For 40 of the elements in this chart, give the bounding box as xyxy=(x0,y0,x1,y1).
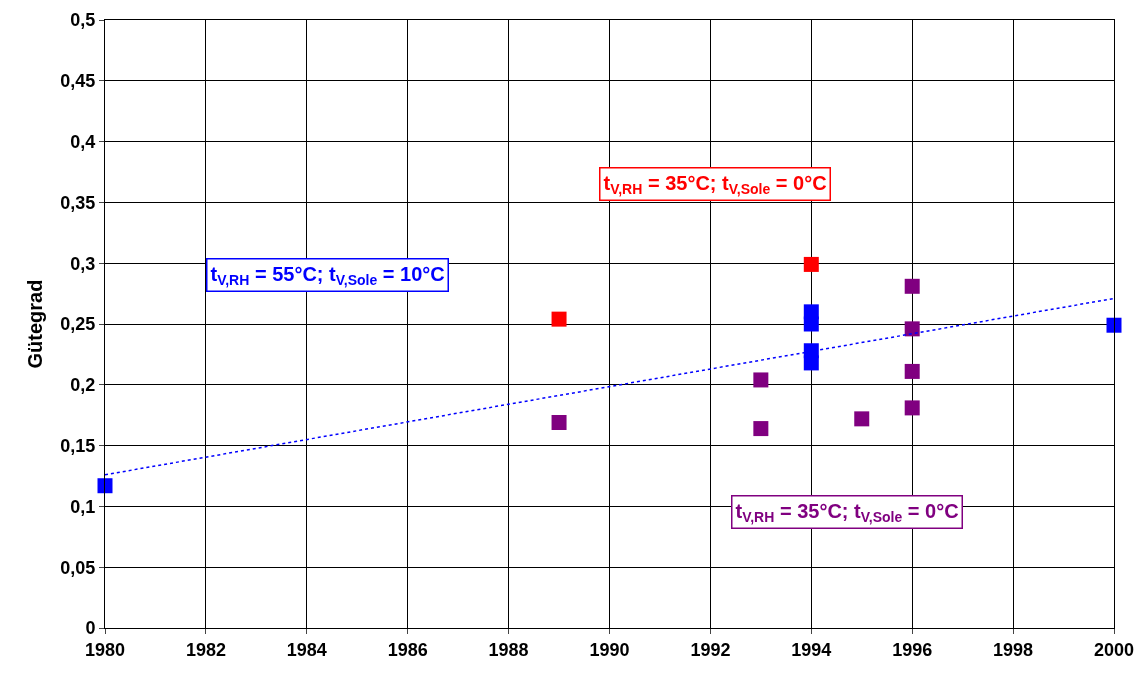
y-tick-label: 0,15 xyxy=(60,435,96,456)
y-tick-label: 0,45 xyxy=(60,71,96,92)
x-tick-label: 1992 xyxy=(690,639,731,660)
point xyxy=(904,400,920,416)
text: t$_{V,RH}$ = 55°C; t$_{V,Sole}$ = 10°C xyxy=(210,262,445,288)
x-tick-label: 1984 xyxy=(286,639,327,660)
x-tick-label: 1998 xyxy=(993,639,1034,660)
point xyxy=(551,311,567,327)
y-axis-title: Gütegrad xyxy=(23,279,46,369)
text: t$_{V,RH}$ = 35°C; t$_{V,Sole}$ = 0°C xyxy=(603,171,827,197)
point xyxy=(904,363,920,379)
point xyxy=(904,278,920,294)
y-tick-label: 0,05 xyxy=(60,557,96,578)
x-tick-label: 1996 xyxy=(892,639,933,660)
x-tick-label: 1990 xyxy=(589,639,630,660)
y-tick-label: 0,5 xyxy=(70,10,96,31)
x-tick-label: 1988 xyxy=(488,639,529,660)
y-tick-label: 0 xyxy=(85,618,96,639)
point xyxy=(854,411,870,427)
point xyxy=(904,321,920,337)
point xyxy=(803,256,819,272)
point xyxy=(803,355,819,371)
y-tick-label: 0,1 xyxy=(70,496,96,517)
point xyxy=(1106,317,1122,333)
point xyxy=(753,421,769,437)
point xyxy=(753,372,769,388)
text: t$_{V,RH}$ = 35°C; t$_{V,Sole}$ = 0°C xyxy=(735,499,959,525)
x-tick-label: 2000 xyxy=(1093,639,1135,660)
point xyxy=(97,478,113,494)
x-tick-label: 1994 xyxy=(791,639,832,660)
y-tick-label: 0,35 xyxy=(60,192,96,213)
x-tick-label: 1980 xyxy=(84,639,126,660)
point xyxy=(803,316,819,332)
y-tick-label: 0,3 xyxy=(70,253,96,274)
x-tick-label: 1986 xyxy=(387,639,428,660)
point xyxy=(551,415,567,430)
y-tick-label: 0,4 xyxy=(70,131,96,152)
y-tick-label: 0,2 xyxy=(70,375,96,396)
y-tick-label: 0,25 xyxy=(60,314,96,335)
x-tick-label: 1982 xyxy=(185,639,226,660)
